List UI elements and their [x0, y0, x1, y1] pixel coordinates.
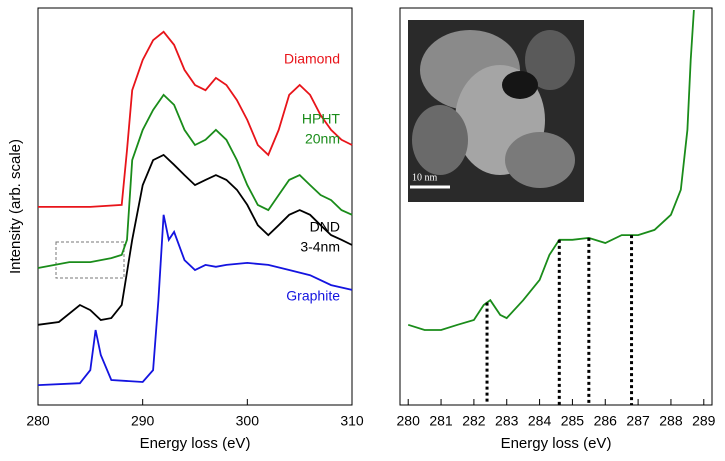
series-label: Graphite	[286, 288, 340, 304]
x-tick-label: 287	[626, 413, 650, 429]
x-tick-label: 310	[340, 413, 364, 429]
x-tick-label: 281	[429, 413, 453, 429]
series-label: 20nm	[305, 131, 340, 147]
series-label: HPHT	[302, 111, 341, 127]
x-axis-label: Energy loss (eV)	[140, 435, 251, 452]
x-tick-label: 280	[26, 413, 50, 429]
x-axis-label: Energy loss (eV)	[501, 435, 612, 452]
inset-particle	[412, 105, 468, 175]
inset-hole	[502, 71, 538, 99]
x-tick-label: 280	[397, 413, 421, 429]
x-tick-label: 284	[528, 413, 552, 429]
x-tick-label: 286	[594, 413, 618, 429]
x-tick-label: 285	[561, 413, 585, 429]
inset-particle	[505, 132, 575, 188]
y-axis-label: Intensity (arb. scale)	[7, 139, 24, 274]
x-tick-label: 300	[236, 413, 260, 429]
series-label: DND	[310, 219, 340, 235]
series-label: Diamond	[284, 51, 340, 67]
inset-scale-label: 10 nm	[412, 172, 438, 183]
x-tick-label: 289	[692, 413, 716, 429]
series-label: 3-4nm	[300, 239, 340, 255]
highlight-box	[56, 242, 124, 278]
x-tick-label: 282	[462, 413, 486, 429]
x-tick-label: 288	[659, 413, 683, 429]
chart: 280 290 300 310 Energy loss (eV) Intensity (a…	[0, 0, 725, 456]
x-tick-label: 283	[495, 413, 519, 429]
x-tick-label: 290	[131, 413, 155, 429]
